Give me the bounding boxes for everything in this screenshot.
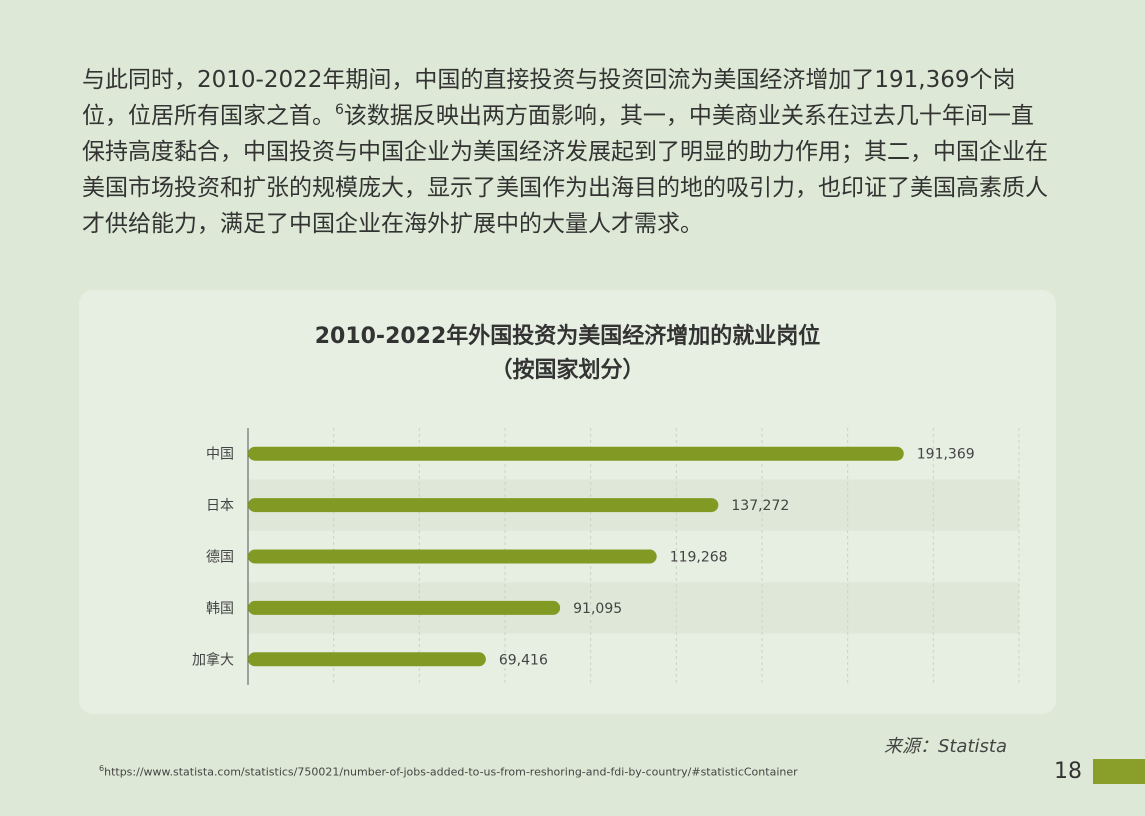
footnote-number: 6	[99, 764, 105, 773]
chart-title: 2010-2022年外国投资为美国经济增加的就业岗位	[314, 324, 821, 349]
source-note: 来源：Statista	[884, 732, 1007, 758]
source-label: 来源：	[883, 736, 938, 757]
intro-text-part2: 该数据反映出两方面影响，其一，中美商业关系在过去几十年间一直保持高度黏合，中国投…	[82, 103, 1048, 237]
footnote: 6https://www.statista.com/statistics/750…	[99, 764, 798, 779]
category-label: 韩国	[206, 601, 234, 617]
value-label: 91,095	[573, 601, 622, 617]
intro-paragraph: 与此同时，2010-2022年期间，中国的直接投资与投资回流为美国经济增加了19…	[82, 62, 1054, 242]
category-label: 日本	[206, 498, 234, 514]
bar	[248, 600, 561, 615]
intro-text-part1: 与此同时，2010-2022年期间，中国的直接投资与投资回流为美国经济增加了19…	[82, 67, 1016, 129]
chart-subtitle: （按国家划分）	[490, 358, 645, 383]
bar	[248, 549, 657, 564]
category-label: 中国	[206, 447, 234, 463]
chart-title-block: 2010-2022年外国投资为美国经济增加的就业岗位 （按国家划分）	[79, 320, 1056, 388]
chart-card: 2010-2022年外国投资为美国经济增加的就业岗位 （按国家划分） 中国 191…	[79, 290, 1056, 714]
bar	[248, 446, 904, 461]
category-label: 加拿大	[192, 651, 234, 668]
value-label: 119,268	[670, 550, 728, 566]
page-accent-bar	[1093, 759, 1145, 784]
source-value: Statista	[937, 736, 1007, 757]
bar	[248, 498, 719, 513]
bar	[248, 652, 486, 667]
value-label: 137,272	[731, 498, 789, 514]
value-label: 69,416	[499, 652, 548, 668]
value-label: 191,369	[917, 447, 975, 463]
category-label: 德国	[206, 550, 234, 566]
footnote-url[interactable]: https://www.statista.com/statistics/7500…	[104, 765, 798, 779]
footnote-ref: 6	[335, 102, 344, 118]
page-number: 18	[1054, 759, 1082, 784]
bar-chart: 中国 191,369 日本 137,272 德国 119,268 韩国 91,095 加拿大 69…	[192, 428, 1020, 685]
